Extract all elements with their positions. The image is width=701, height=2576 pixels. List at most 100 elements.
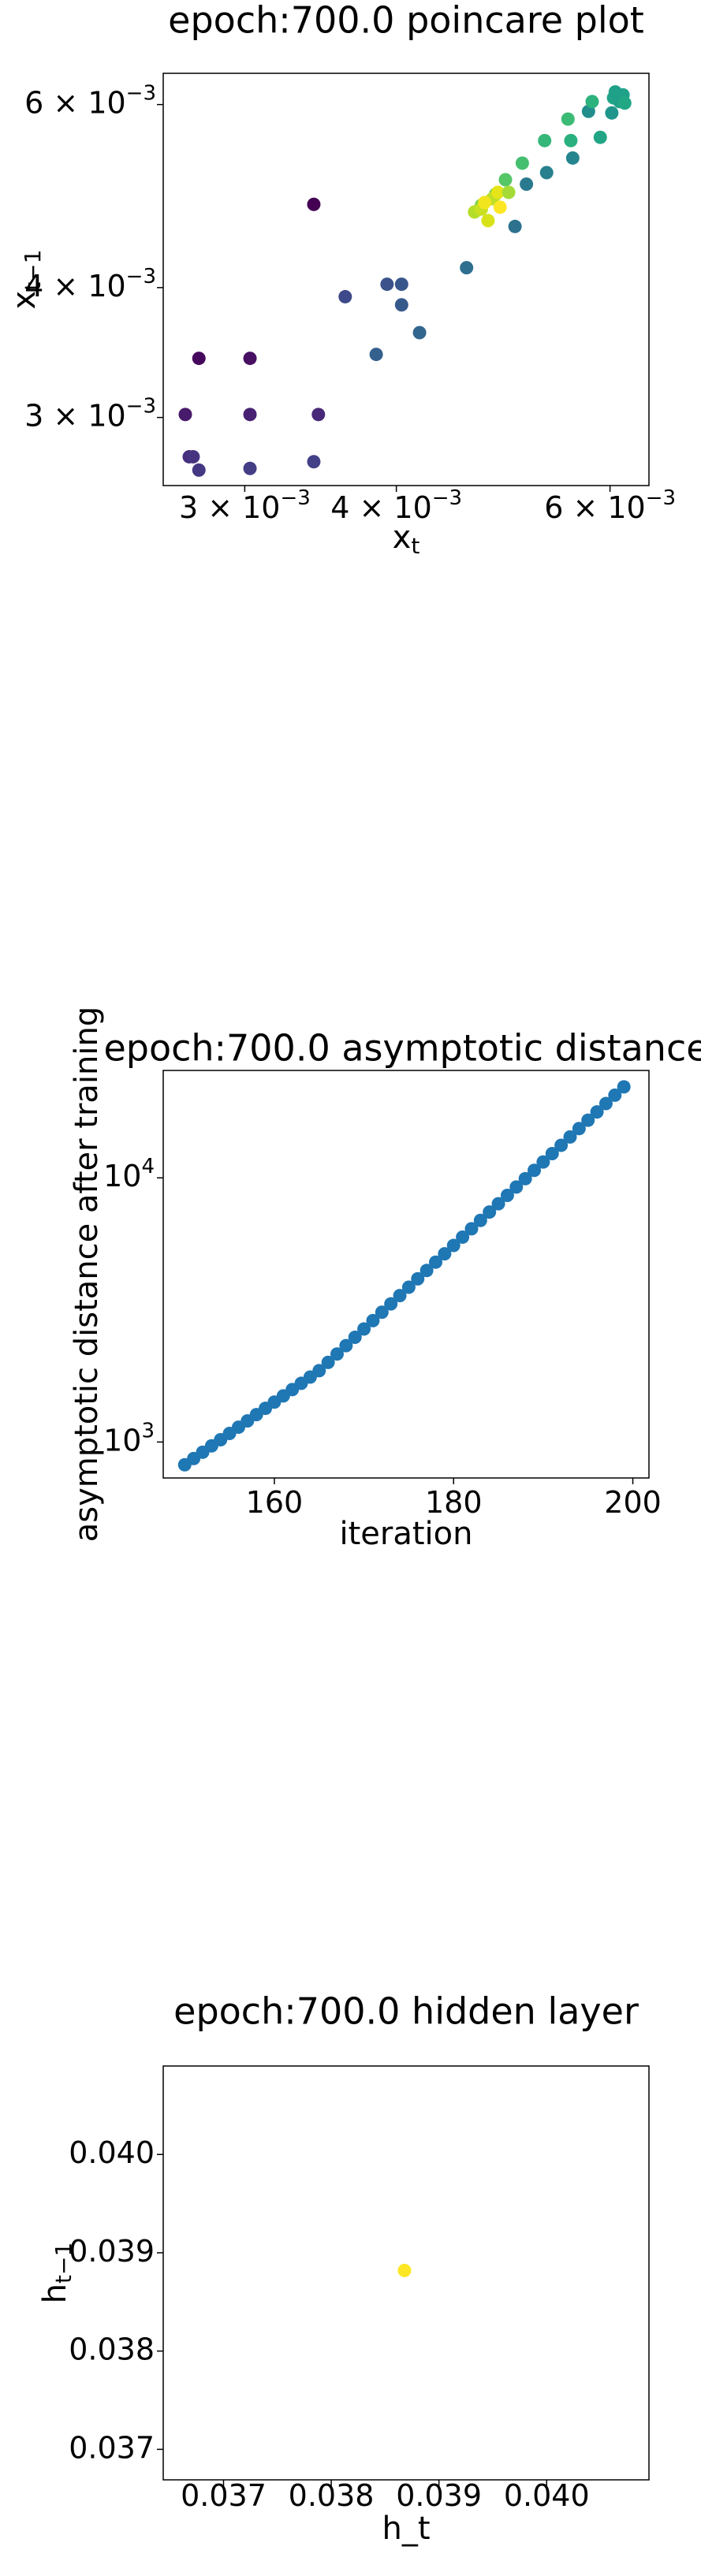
point	[481, 214, 495, 228]
point	[581, 1113, 595, 1127]
point	[243, 352, 257, 366]
point	[545, 1147, 559, 1161]
point	[311, 408, 326, 422]
point	[380, 277, 394, 292]
point	[554, 1138, 569, 1152]
tick-label-exponent: −3	[126, 81, 156, 105]
point	[564, 133, 578, 147]
x-tick-label: 160	[246, 1485, 304, 1520]
point	[528, 1163, 542, 1178]
plot-frame	[162, 73, 650, 486]
y-tick-label: 4 × 10−3	[24, 264, 156, 303]
point	[490, 185, 505, 199]
y-tick-label: 0.038	[69, 2332, 155, 2366]
x-tick-label: 0.038	[289, 2478, 375, 2513]
point	[330, 1347, 344, 1361]
tick-label-text: 0.040	[504, 2478, 590, 2513]
point	[312, 1364, 326, 1378]
point	[419, 1264, 434, 1278]
point	[464, 1222, 479, 1236]
tick-label-text: 0.038	[289, 2478, 375, 2513]
point	[518, 1171, 532, 1186]
point	[394, 298, 408, 312]
x-axis-label: xt	[393, 519, 420, 559]
plot-frame	[162, 2065, 650, 2481]
y-axis-label-sub: t−1	[20, 250, 46, 291]
tick-label-text: 0.037	[69, 2430, 155, 2465]
tick-label-text: 0.040	[69, 2135, 155, 2170]
y-tick-label: 3 × 10−3	[24, 394, 156, 433]
tick-label-exponent: 4	[141, 1155, 155, 1178]
point	[307, 455, 321, 469]
x-axis-label-text: x	[393, 519, 412, 556]
point	[393, 1289, 407, 1303]
tick-label-text: 0.039	[396, 2478, 482, 2513]
point	[446, 1238, 460, 1253]
point	[338, 289, 352, 303]
x-tick-label: 0.039	[396, 2478, 482, 2513]
y-axis-label-text: x	[6, 291, 43, 310]
point	[186, 449, 200, 463]
point	[243, 408, 257, 422]
point	[412, 326, 427, 340]
tick-label-text: 4 × 10	[24, 268, 126, 303]
point	[394, 277, 408, 292]
point	[491, 1197, 505, 1211]
y-axis-label: asymptotic distance after training	[69, 1007, 105, 1543]
point	[178, 408, 192, 422]
x-axis-label-sub: t	[411, 533, 419, 559]
tick-label-exponent: −3	[280, 486, 310, 510]
point	[498, 173, 513, 187]
point	[438, 1247, 452, 1261]
x-tick-label: 3 × 10−3	[179, 486, 311, 525]
tick-label-text: 4 × 10	[330, 490, 432, 525]
tick-label-text: 200	[604, 1485, 662, 1520]
point	[366, 1313, 380, 1327]
point	[483, 1205, 497, 1219]
y-tick-label: 104	[103, 1155, 155, 1193]
point	[563, 1130, 577, 1144]
tick-label-exponent: −3	[126, 394, 156, 418]
tick-label-text: 6 × 10	[24, 85, 126, 120]
x-axis-label: iteration	[340, 1516, 473, 1552]
point	[585, 95, 599, 109]
point	[397, 2263, 412, 2277]
point	[473, 1213, 487, 1227]
tick-label-text: 10	[103, 1423, 141, 1457]
point	[605, 106, 619, 120]
y-axis-label: ht−1	[37, 2243, 76, 2304]
point	[493, 200, 507, 214]
point	[593, 130, 607, 144]
point	[565, 151, 580, 165]
point	[478, 195, 492, 210]
point	[515, 156, 529, 170]
y-axis-label-text: asymptotic distance after training	[69, 1007, 105, 1543]
point	[500, 1188, 514, 1202]
tick-label-exponent: −3	[126, 264, 156, 288]
y-tick-label: 0.037	[69, 2430, 155, 2465]
point	[617, 1080, 631, 1094]
point	[192, 352, 206, 366]
point	[460, 261, 474, 275]
point	[539, 166, 554, 180]
tick-label-text: 0.039	[69, 2233, 155, 2268]
point	[509, 1180, 524, 1194]
point	[348, 1331, 362, 1345]
x-axis-label-text: h_t	[382, 2511, 430, 2547]
point	[192, 463, 206, 477]
point	[536, 1155, 550, 1169]
tick-label-text: 160	[246, 1485, 304, 1520]
point	[339, 1338, 353, 1353]
tick-label-text: 0.038	[69, 2332, 155, 2366]
y-tick-label: 0.040	[69, 2135, 155, 2170]
tick-label-text: 3 × 10	[179, 490, 281, 525]
x-tick-label: 4 × 10−3	[330, 486, 462, 525]
point	[520, 177, 534, 192]
point	[456, 1230, 470, 1244]
chart-title: epoch:700.0 asymptotic distance	[103, 1027, 701, 1070]
point	[243, 461, 257, 475]
y-axis-label-sub: t−1	[50, 2243, 76, 2284]
point	[538, 133, 552, 147]
point	[357, 1322, 371, 1336]
